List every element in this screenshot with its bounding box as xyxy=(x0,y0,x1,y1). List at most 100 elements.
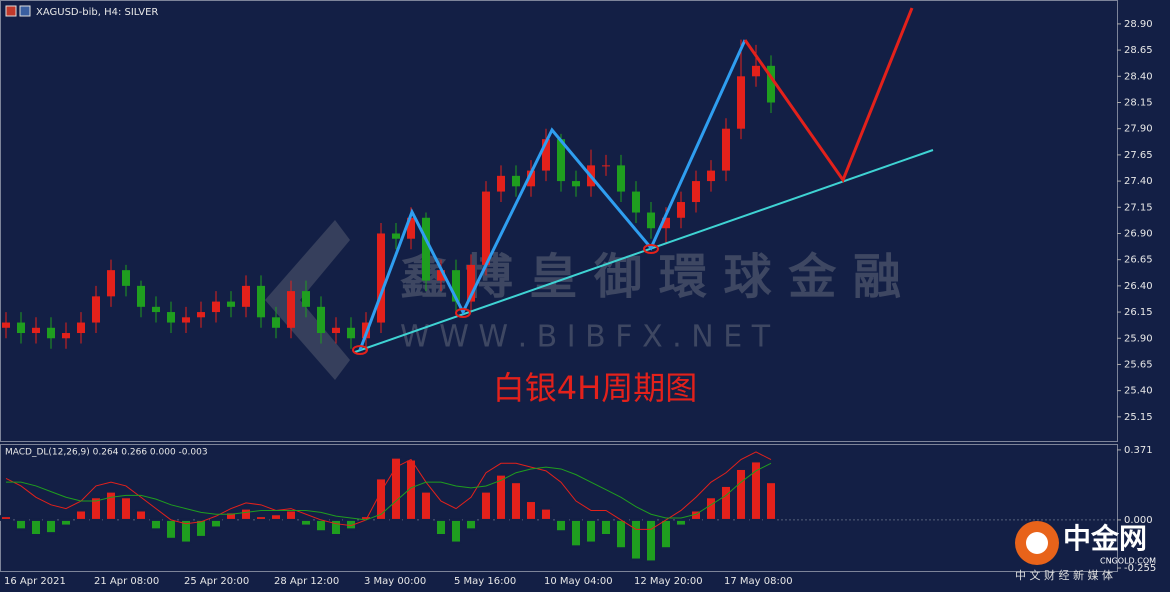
y-tick-label: 0.371 xyxy=(1124,445,1153,456)
candle-body xyxy=(527,170,535,187)
macd-bar xyxy=(15,518,27,531)
candle-body xyxy=(257,285,265,318)
macd-bar xyxy=(375,477,387,521)
candle-body xyxy=(752,65,760,77)
macd-bar xyxy=(420,490,432,521)
macd-bar xyxy=(645,518,657,563)
candle-body xyxy=(407,217,415,239)
candle-body xyxy=(2,322,10,328)
x-tick-label: 16 Apr 2021 xyxy=(4,576,66,587)
candle-body xyxy=(92,296,100,323)
watermark-url: W W W . B I B F X . N E T xyxy=(400,320,771,355)
candle-body xyxy=(767,65,775,103)
candle-body xyxy=(197,312,205,318)
macd-bar xyxy=(120,496,132,521)
macd-bar xyxy=(0,515,12,521)
y-tick-label: 26.65 xyxy=(1124,255,1153,266)
macd-bar xyxy=(705,496,717,521)
macd-bar xyxy=(135,509,147,521)
macd-bar xyxy=(405,458,417,521)
macd-bar xyxy=(540,507,552,521)
macd-bar xyxy=(390,456,402,521)
x-tick-label: 21 Apr 08:00 xyxy=(94,576,159,587)
y-tick-label: 26.90 xyxy=(1124,228,1153,239)
candle-body xyxy=(692,181,700,203)
macd-line xyxy=(6,462,772,521)
y-tick-label: 28.90 xyxy=(1124,19,1153,30)
macd-bar xyxy=(480,490,492,521)
candle-body xyxy=(722,128,730,171)
macd-bar xyxy=(510,481,522,521)
y-tick-label: 25.40 xyxy=(1124,386,1153,397)
x-tick-label: 3 May 00:00 xyxy=(364,576,426,587)
macd-bar xyxy=(585,518,597,544)
candle-body xyxy=(557,139,565,182)
macd-bar xyxy=(495,473,507,521)
macd-bar xyxy=(255,515,267,521)
x-tick-label: 28 Apr 12:00 xyxy=(274,576,339,587)
x-tick-label: 10 May 04:00 xyxy=(544,576,613,587)
candle-body xyxy=(392,233,400,239)
macd-bar xyxy=(60,518,72,527)
candle-body xyxy=(152,306,160,313)
macd-bar xyxy=(210,518,222,529)
y-tick-label: 27.40 xyxy=(1124,176,1153,187)
candle-body xyxy=(482,191,490,265)
macd-bar xyxy=(630,518,642,561)
candle-body xyxy=(347,327,355,339)
macd-bar xyxy=(750,460,762,521)
logo-name: 中金网 xyxy=(1063,522,1147,555)
icon xyxy=(19,5,31,17)
macd-frame xyxy=(0,444,1118,572)
x-tick-label: 12 May 20:00 xyxy=(634,576,703,587)
macd-bar xyxy=(225,511,237,521)
candle-body xyxy=(737,76,745,129)
logo: 中金网 CNGOLD.COM 中 文 财 经 新 媒 体 xyxy=(1015,521,1156,582)
logo-tagline: 中 文 财 经 新 媒 体 xyxy=(1015,568,1113,582)
icon xyxy=(5,5,17,17)
symbol-label: XAGUSD-bib, H4: SILVER xyxy=(36,7,158,18)
candle-body xyxy=(542,139,550,171)
candle-body xyxy=(212,301,220,313)
macd-bar xyxy=(330,518,342,537)
macd-bar xyxy=(465,518,477,531)
macd-bar xyxy=(450,518,462,544)
candle-body xyxy=(677,202,685,218)
macd-bar xyxy=(735,467,747,521)
candle-body xyxy=(287,291,295,328)
candle-body xyxy=(62,333,70,339)
macd-bar xyxy=(720,484,732,521)
y-tick-label: 28.15 xyxy=(1124,97,1153,108)
candle-body xyxy=(317,306,325,334)
candle-body xyxy=(632,191,640,213)
macd-bar xyxy=(435,518,447,537)
macd-bar xyxy=(315,518,327,533)
macd-bar xyxy=(555,518,567,533)
macd-bar xyxy=(90,496,102,521)
y-tick-label: 0.000 xyxy=(1124,515,1153,526)
candle-body xyxy=(572,181,580,187)
x-tick-label: 25 Apr 20:00 xyxy=(184,576,249,587)
candle-body xyxy=(707,170,715,182)
candle-body xyxy=(302,291,310,307)
macd-bar xyxy=(150,518,162,531)
logo-domain: CNGOLD.COM xyxy=(1100,557,1156,566)
macd-bar xyxy=(570,518,582,548)
y-tick-label: 27.15 xyxy=(1124,202,1153,213)
macd-bar xyxy=(165,518,177,540)
candle-body xyxy=(602,165,610,167)
y-tick-label: 25.90 xyxy=(1124,333,1153,344)
annotations xyxy=(352,7,934,355)
candle-body xyxy=(512,175,520,187)
macd-bar xyxy=(675,518,687,527)
y-tick-label: 26.15 xyxy=(1124,307,1153,318)
x-tick-label: 5 May 16:00 xyxy=(454,576,516,587)
y-tick-label: 27.90 xyxy=(1124,124,1153,135)
macd-bar xyxy=(30,518,42,537)
y-tick-label: 27.65 xyxy=(1124,150,1153,161)
macd-bar xyxy=(240,507,252,521)
candle-body xyxy=(497,175,505,192)
macd-bar xyxy=(765,481,777,521)
candle-body xyxy=(77,322,85,334)
